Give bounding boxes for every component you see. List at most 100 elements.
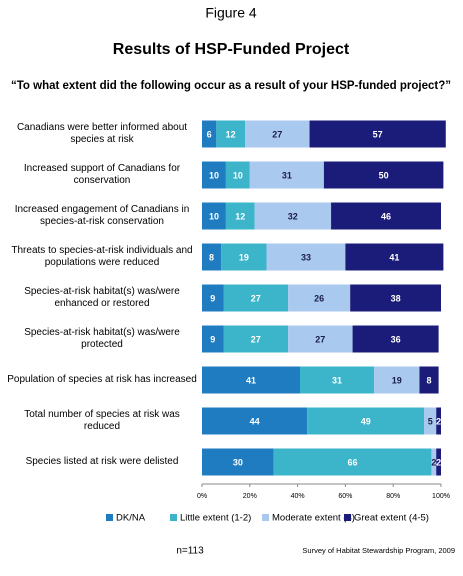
bar-segment [345,243,444,271]
figure-label: Figure 4 [205,5,257,21]
bar-segment [245,120,310,148]
category-label: Species-at-risk habitat(s) was/were prot… [24,327,180,350]
legend-swatch [170,514,177,521]
bar-segment [202,161,226,189]
value-label: 57 [373,129,383,139]
value-label: 10 [209,211,219,221]
bar-segment [352,325,439,353]
value-label: 33 [301,252,311,262]
legend-swatch [262,514,269,521]
bar-segment [299,366,375,394]
value-label: 31 [332,375,342,385]
value-label: 5 [428,416,433,426]
value-label: 41 [389,252,399,262]
category-label: Increased engagement of Canadians in spe… [14,204,190,227]
bar-segment [431,448,437,476]
value-label: 27 [315,334,325,344]
bar-segment [323,161,444,189]
category-label: Species-at-risk habitat(s) was/were enha… [24,286,180,309]
x-tick-label: 0% [197,493,207,500]
chart-subtitle: “To what extent did the following occur … [11,80,451,92]
legend-label: Moderate extent (3) [272,513,355,524]
bar-segment [374,366,420,394]
bar-segment [202,284,224,312]
value-label: 27 [251,334,261,344]
value-label: 26 [314,293,324,303]
value-label: 41 [246,375,256,385]
value-label: 36 [391,334,401,344]
value-label: 12 [226,129,236,139]
bar-segment [254,202,332,230]
value-label: 27 [251,293,261,303]
category-label: Canadians were better informed about spe… [16,122,188,145]
bar-segment [202,120,217,148]
value-label: 50 [379,170,389,180]
bar-segment [216,120,246,148]
note: n=113 [176,546,204,557]
legend-label: Great extent (4-5) [354,513,429,524]
x-tick-label: 100% [432,493,450,500]
x-tick-label: 80% [386,493,400,500]
legend-swatch [344,514,351,521]
bar-segment [223,284,289,312]
value-label: 10 [233,170,243,180]
category-label: Total number of species at risk was redu… [24,409,180,432]
bar-segment [309,120,446,148]
value-label: 2 [436,457,441,467]
bar-segment [249,161,324,189]
bar-segment [202,243,222,271]
value-label: 8 [427,375,432,385]
value-label: 66 [348,457,358,467]
bar-segment [419,366,439,394]
value-label: 19 [392,375,402,385]
legend-label: DK/NA [116,513,146,524]
value-label: 9 [210,293,215,303]
value-label: 12 [235,211,245,221]
bar-segment [307,407,425,435]
bar-segment [436,407,441,435]
value-label: 10 [209,170,219,180]
bar-segment [202,407,308,435]
legend-swatch [106,514,113,521]
value-label: 9 [210,334,215,344]
bar-segment [266,243,346,271]
value-label: 27 [272,129,282,139]
value-label: 31 [282,170,292,180]
bar-segment [273,448,432,476]
bar-segment [350,284,441,312]
x-tick-label: 60% [338,493,352,500]
category-label: Species listed at risk were delisted [25,456,179,467]
value-label: 49 [361,416,371,426]
bar-segment [202,366,300,394]
value-label: 44 [250,416,260,426]
value-label: 46 [381,211,391,221]
bar-segment [202,448,274,476]
bar-segment [331,202,441,230]
bar-segment [225,161,250,189]
value-label: 19 [239,252,249,262]
bar-segment [223,325,289,353]
value-label: 2 [436,416,441,426]
legend-label: Little extent (1-2) [180,513,251,524]
value-label: 2 [431,457,436,467]
x-tick-label: 40% [291,493,305,500]
bar-segment [436,448,441,476]
value-label: 6 [207,129,212,139]
value-label: 32 [288,211,298,221]
bar-segment [221,243,267,271]
value-label: 30 [233,457,243,467]
chart-title: Results of HSP-Funded Project [113,41,350,58]
bar-segment [288,284,351,312]
category-label: Threats to species-at-risk individuals a… [11,245,193,268]
value-label: 8 [209,252,214,262]
bar-segment [424,407,437,435]
x-tick-label: 20% [243,493,257,500]
source: Survey of Habitat Stewardship Program, 2… [302,546,455,555]
value-label: 38 [391,293,401,303]
bar-segment [225,202,255,230]
bar-segment [202,325,224,353]
bar-segment [288,325,353,353]
category-label: Increased support of Canadians for conse… [23,163,181,186]
